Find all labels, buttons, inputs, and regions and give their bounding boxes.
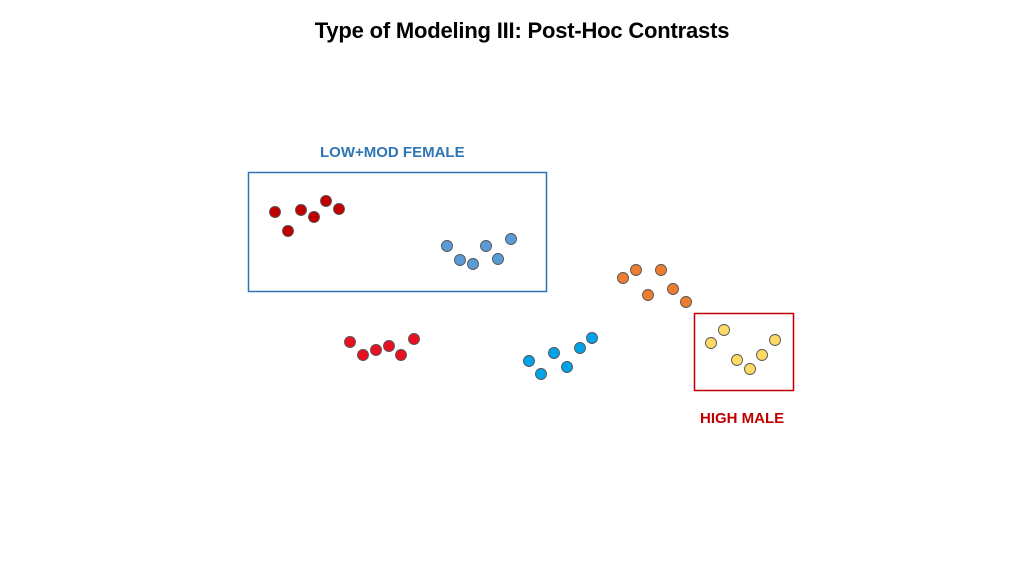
- sky-blue-cluster: [523, 332, 598, 380]
- orange-cluster-point-5: [667, 283, 679, 295]
- slide-title: Type of Modeling III: Post-Hoc Contrasts: [314, 18, 730, 43]
- low-mod-female-label: LOW+MOD FEMALE: [320, 144, 465, 161]
- sky-blue-cluster-point-2: [535, 368, 547, 380]
- dark-red-cluster-point-3: [295, 204, 307, 216]
- sky-blue-cluster-point-1: [523, 355, 535, 367]
- dark-red-cluster-point-4: [308, 211, 320, 223]
- red-cluster-point-6: [408, 333, 420, 345]
- yellow-cluster-point-2: [718, 324, 730, 336]
- steel-blue-cluster-point-2: [454, 254, 466, 266]
- dark-red-cluster-point-2: [282, 225, 294, 237]
- orange-cluster-point-3: [642, 289, 654, 301]
- red-cluster-point-2: [357, 349, 369, 361]
- steel-blue-cluster-point-6: [505, 233, 517, 245]
- yellow-cluster-point-5: [756, 349, 768, 361]
- low-mod-female-box: [247, 171, 548, 293]
- high-male-label: HIGH MALE: [700, 410, 785, 427]
- sky-blue-cluster-point-5: [574, 342, 586, 354]
- steel-blue-cluster-point-1: [441, 240, 453, 252]
- red-cluster-point-1: [344, 336, 356, 348]
- yellow-cluster-point-6: [769, 334, 781, 346]
- orange-cluster-point-6: [680, 296, 692, 308]
- sky-blue-cluster-point-3: [548, 347, 560, 359]
- sky-blue-cluster-point-6: [586, 332, 598, 344]
- yellow-cluster-point-4: [744, 363, 756, 375]
- red-cluster-point-4: [383, 340, 395, 352]
- orange-cluster-point-4: [655, 264, 667, 276]
- steel-blue-cluster: [441, 233, 517, 270]
- steel-blue-cluster-point-3: [467, 258, 479, 270]
- dark-red-cluster-point-5: [320, 195, 332, 207]
- sky-blue-cluster-point-4: [561, 361, 573, 373]
- red-cluster-point-5: [395, 349, 407, 361]
- orange-cluster-point-1: [617, 272, 629, 284]
- yellow-cluster: [705, 324, 781, 375]
- yellow-cluster-point-1: [705, 337, 717, 349]
- steel-blue-cluster-point-4: [480, 240, 492, 252]
- high-male-box: [693, 312, 795, 392]
- dark-red-cluster-point-1: [269, 206, 281, 218]
- steel-blue-cluster-point-5: [492, 253, 504, 265]
- data-points: [269, 195, 781, 380]
- red-cluster: [344, 333, 420, 361]
- orange-cluster: [617, 264, 692, 308]
- dark-red-cluster-point-6: [333, 203, 345, 215]
- yellow-cluster-point-3: [731, 354, 743, 366]
- dark-red-cluster: [269, 195, 345, 237]
- orange-cluster-point-2: [630, 264, 642, 276]
- red-cluster-point-3: [370, 344, 382, 356]
